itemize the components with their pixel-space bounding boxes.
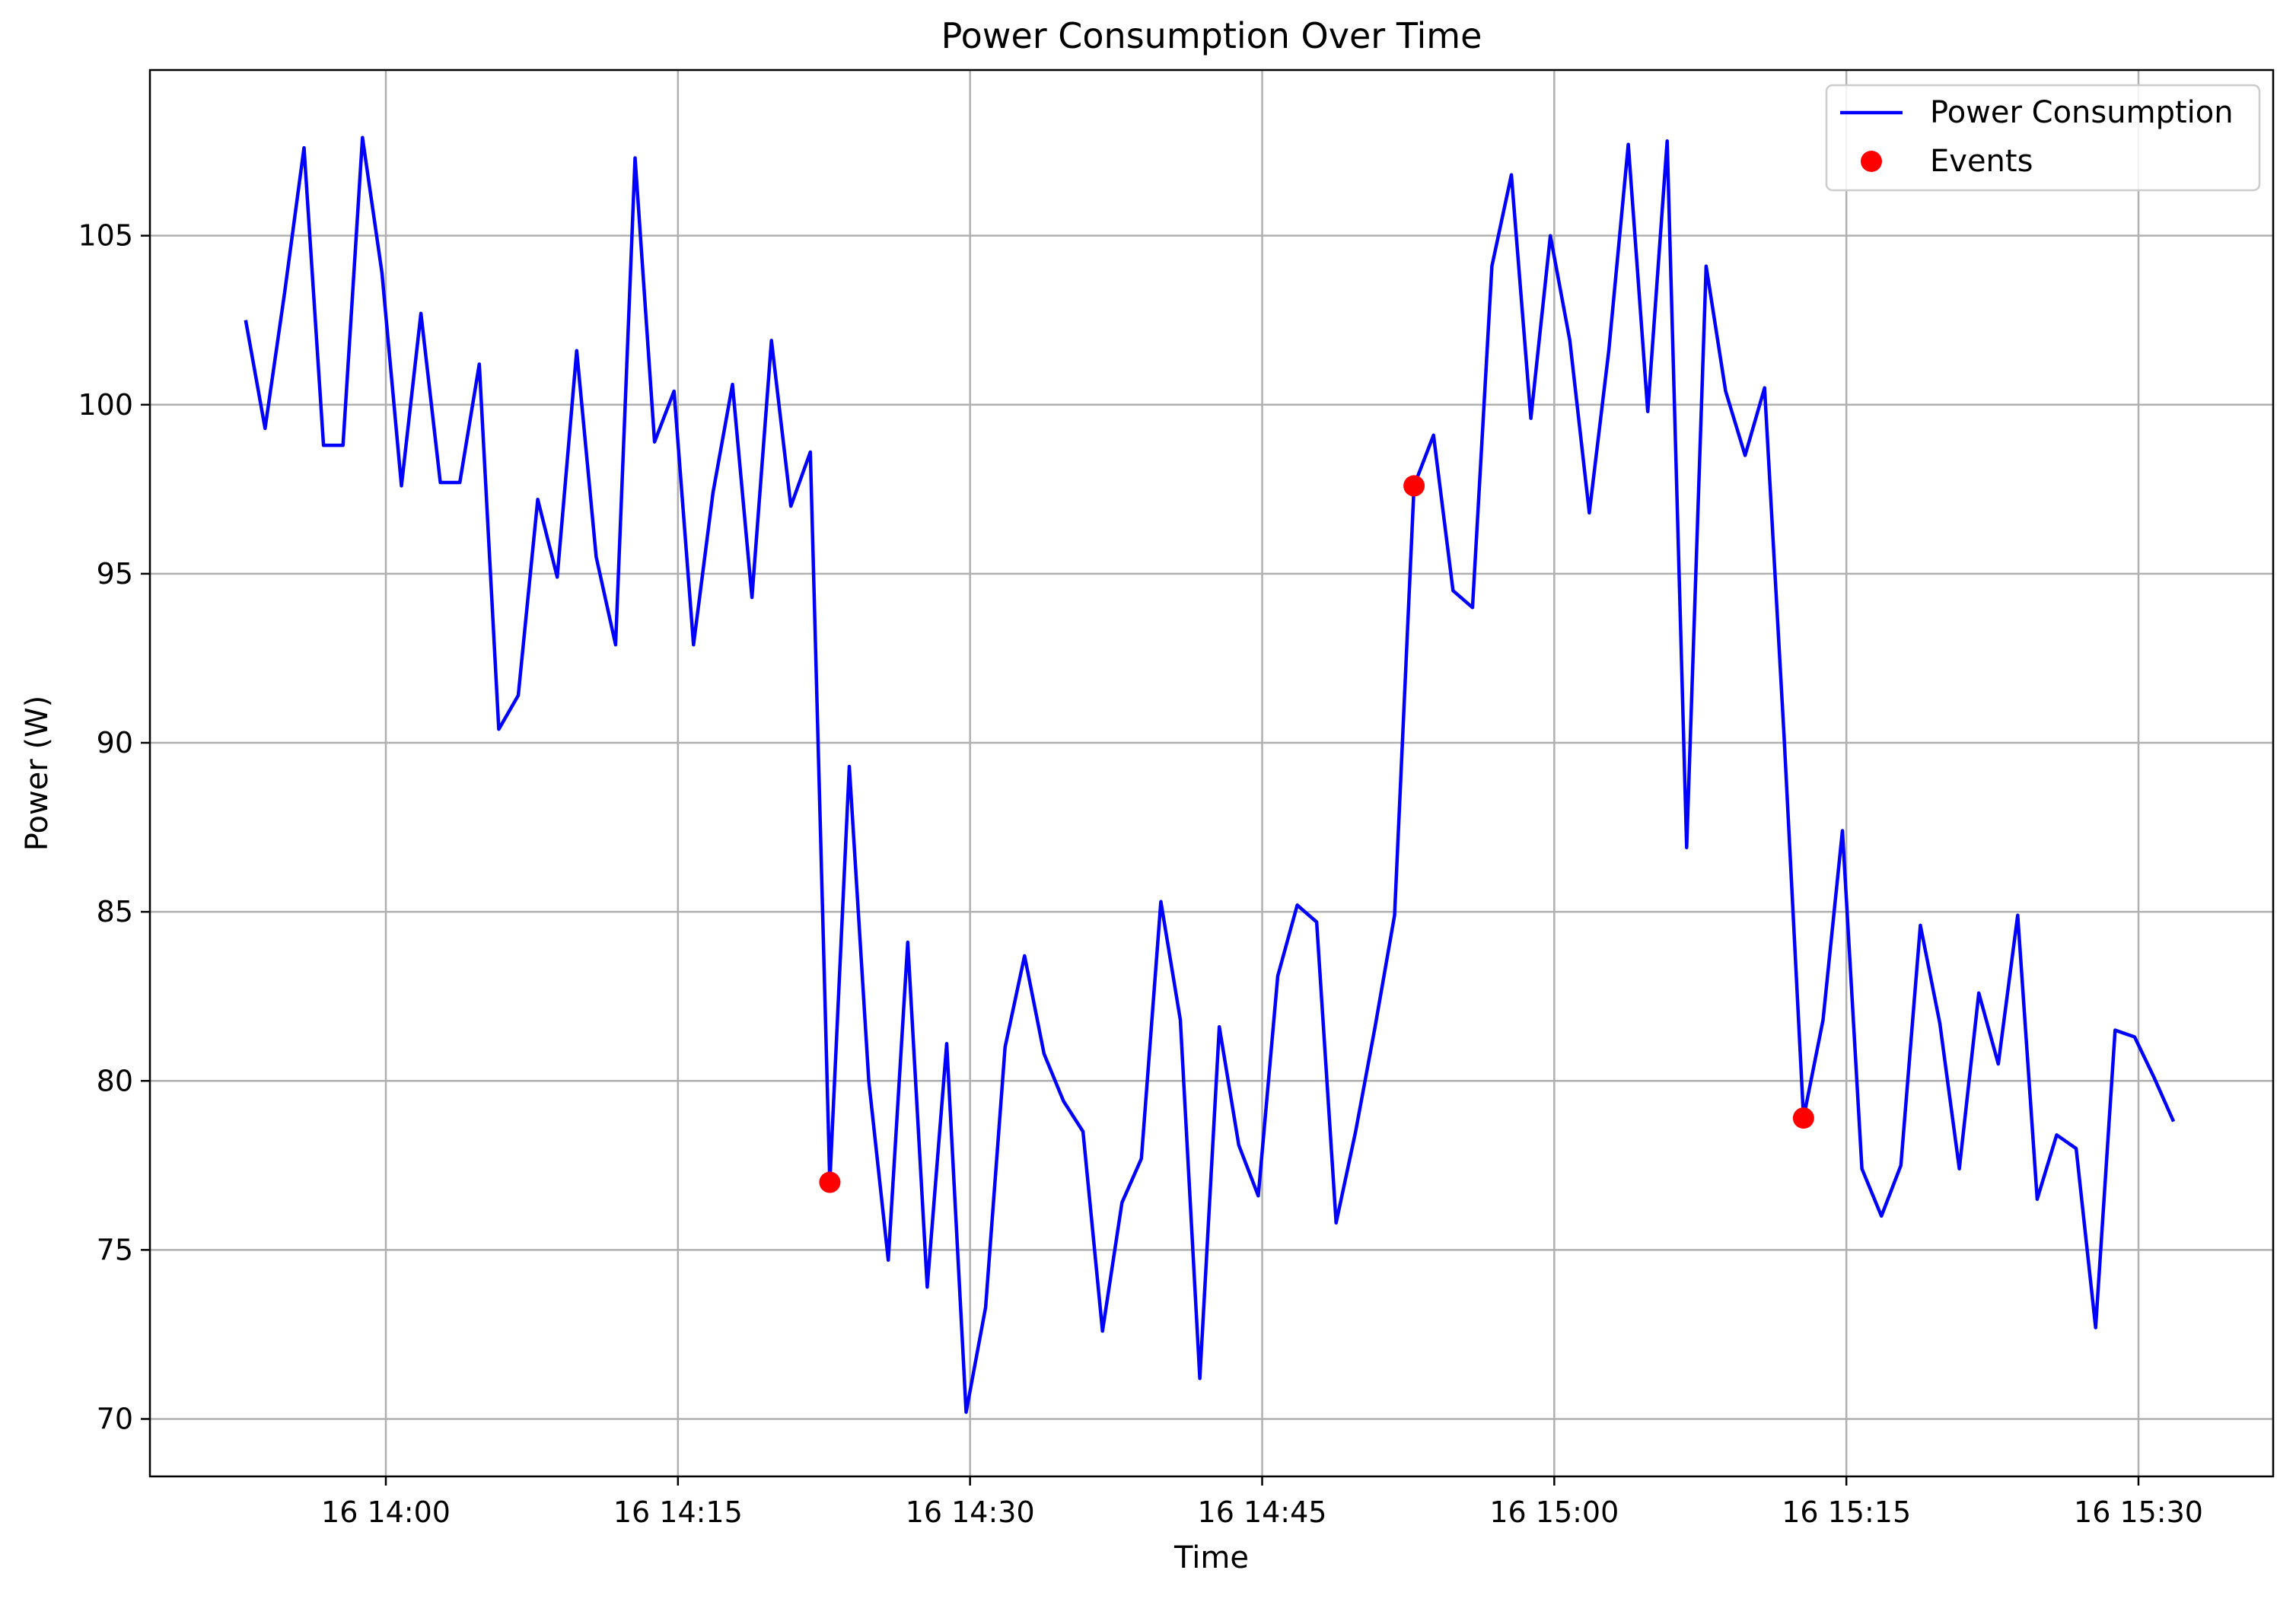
event-marker xyxy=(819,1171,841,1193)
x-tick-label: 16 15:00 xyxy=(1489,1495,1619,1529)
y-tick-label: 75 xyxy=(97,1233,133,1266)
plot-series xyxy=(244,135,2176,1414)
legend-box xyxy=(1825,84,2261,192)
y-tick-label: 105 xyxy=(78,219,133,253)
axis-ticks: 16 14:00 16 14:15 16 14:30 16 14:45 16 15:00… xyxy=(78,219,2203,1529)
grid-lines xyxy=(150,70,2273,1476)
power-consumption-line xyxy=(244,135,2176,1414)
legend-label-events: Events xyxy=(1930,144,2033,179)
x-tick-label: 16 14:45 xyxy=(1198,1495,1327,1529)
x-tick-label: 16 14:00 xyxy=(321,1495,451,1529)
x-axis-label: Time xyxy=(1173,1540,1249,1575)
legend: Power Consumption Events xyxy=(1825,84,2261,192)
x-tick-label: 16 15:15 xyxy=(1782,1495,1911,1529)
y-axis-label: Power (W) xyxy=(20,696,55,851)
y-tick-label: 90 xyxy=(97,726,133,760)
y-tick-label: 85 xyxy=(97,895,133,928)
y-tick-label: 95 xyxy=(97,557,133,591)
legend-marker-swatch xyxy=(1861,151,1882,172)
event-marker xyxy=(1792,1107,1814,1129)
x-tick-label: 16 14:30 xyxy=(906,1495,1035,1529)
plot-area-frame xyxy=(148,68,2275,1478)
x-tick-label: 16 15:30 xyxy=(2074,1495,2203,1529)
y-tick-label: 80 xyxy=(97,1064,133,1097)
y-tick-label: 70 xyxy=(97,1402,133,1435)
chart-title: Power Consumption Over Time xyxy=(941,15,1482,56)
event-marker xyxy=(1403,475,1425,497)
y-tick-label: 100 xyxy=(78,388,133,422)
x-tick-label: 16 14:15 xyxy=(613,1495,743,1529)
legend-label-power: Power Consumption xyxy=(1930,95,2234,130)
